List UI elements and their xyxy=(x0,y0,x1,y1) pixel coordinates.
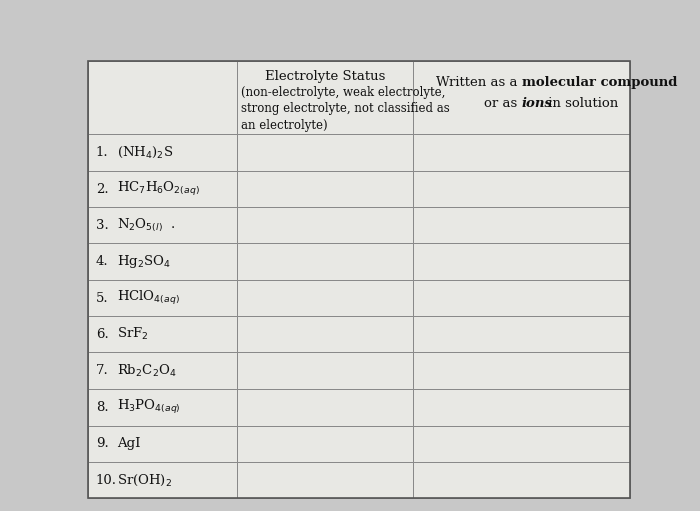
Bar xyxy=(413,134,630,171)
Bar xyxy=(237,280,413,316)
Text: 2.: 2. xyxy=(96,182,108,196)
Bar xyxy=(237,426,413,462)
Bar xyxy=(413,353,630,389)
Text: 7.: 7. xyxy=(96,364,108,377)
Text: AgI: AgI xyxy=(118,437,141,450)
Bar xyxy=(88,244,237,280)
Bar xyxy=(88,171,237,207)
Text: HC$_7$H$_6$O$_{2(aq)}$: HC$_7$H$_6$O$_{2(aq)}$ xyxy=(118,180,200,198)
Text: (NH$_4$)$_2$S: (NH$_4$)$_2$S xyxy=(118,145,174,160)
Bar xyxy=(237,61,413,134)
Bar xyxy=(88,207,237,244)
Text: 9.: 9. xyxy=(96,437,108,450)
Bar xyxy=(88,316,237,353)
Text: Electrolyte Status: Electrolyte Status xyxy=(265,70,385,83)
Text: or as: or as xyxy=(484,97,522,110)
Text: 8.: 8. xyxy=(96,401,108,414)
Text: 3.: 3. xyxy=(96,219,108,232)
Bar xyxy=(88,426,237,462)
Text: Rb$_2$C$_2$O$_4$: Rb$_2$C$_2$O$_4$ xyxy=(118,363,177,379)
Bar xyxy=(237,171,413,207)
Text: in solution: in solution xyxy=(545,97,619,110)
Bar xyxy=(413,207,630,244)
Bar xyxy=(413,244,630,280)
Text: H$_3$PO$_{4(aq)}$: H$_3$PO$_{4(aq)}$ xyxy=(118,399,181,416)
Bar xyxy=(413,462,630,498)
Bar xyxy=(88,462,237,498)
Bar xyxy=(413,389,630,426)
Bar xyxy=(413,316,630,353)
Bar xyxy=(413,61,630,134)
Text: 4.: 4. xyxy=(96,256,108,268)
Text: Sr(OH)$_2$: Sr(OH)$_2$ xyxy=(118,473,172,488)
Bar xyxy=(88,353,237,389)
Bar xyxy=(413,280,630,316)
Text: Written as a: Written as a xyxy=(435,77,522,89)
Text: molecular compound: molecular compound xyxy=(522,77,677,89)
Text: HClO$_{4(aq)}$: HClO$_{4(aq)}$ xyxy=(118,289,180,307)
Text: Hg$_2$SO$_4$: Hg$_2$SO$_4$ xyxy=(118,253,172,270)
Bar xyxy=(88,134,237,171)
Text: SrF$_2$: SrF$_2$ xyxy=(118,327,149,342)
Bar xyxy=(88,389,237,426)
Text: N$_2$O$_{5(l)}$  .: N$_2$O$_{5(l)}$ . xyxy=(118,217,176,234)
Bar xyxy=(413,171,630,207)
Text: (non-electrolyte, weak electrolyte,
strong electrolyte, not classified as
an ele: (non-electrolyte, weak electrolyte, stro… xyxy=(241,86,450,132)
Bar xyxy=(237,389,413,426)
Text: 6.: 6. xyxy=(96,328,108,341)
Text: 10.: 10. xyxy=(96,474,117,486)
Text: 1.: 1. xyxy=(96,146,108,159)
Text: 5.: 5. xyxy=(96,292,108,305)
Bar xyxy=(88,280,237,316)
Bar xyxy=(237,316,413,353)
Bar xyxy=(413,426,630,462)
Text: ions: ions xyxy=(522,97,552,110)
Bar xyxy=(237,134,413,171)
Bar xyxy=(237,207,413,244)
Bar xyxy=(88,61,237,134)
Bar xyxy=(237,244,413,280)
Bar xyxy=(237,462,413,498)
Bar xyxy=(237,353,413,389)
